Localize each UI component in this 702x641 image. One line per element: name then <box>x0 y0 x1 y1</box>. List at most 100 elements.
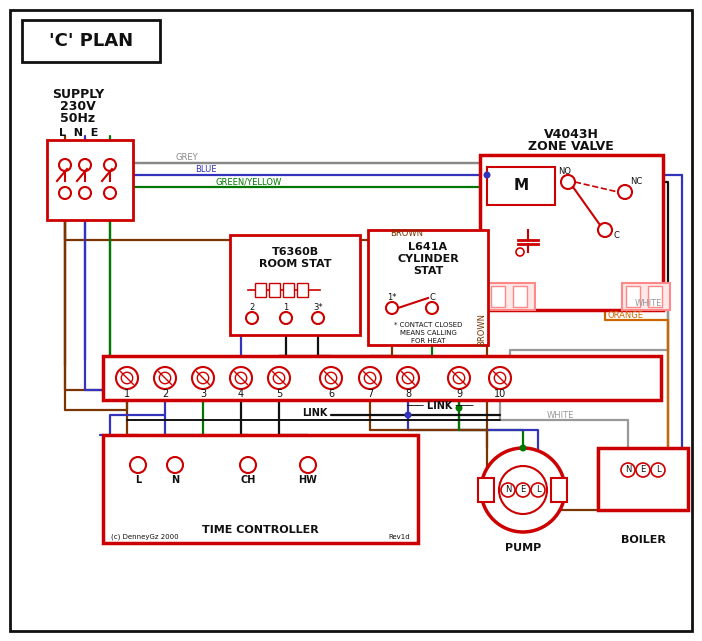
Text: TIME CONTROLLER: TIME CONTROLLER <box>201 525 319 535</box>
FancyBboxPatch shape <box>47 140 133 220</box>
Circle shape <box>235 372 246 384</box>
FancyBboxPatch shape <box>480 155 663 310</box>
Circle shape <box>484 172 491 178</box>
Text: N: N <box>505 485 511 494</box>
Text: 8: 8 <box>405 389 411 399</box>
FancyBboxPatch shape <box>648 286 662 307</box>
Circle shape <box>404 412 411 419</box>
FancyBboxPatch shape <box>513 286 527 307</box>
Text: 6: 6 <box>328 389 334 399</box>
Circle shape <box>598 223 612 237</box>
Text: 'C' PLAN: 'C' PLAN <box>49 32 133 50</box>
Circle shape <box>197 372 208 384</box>
Text: GREEN/YELLOW: GREEN/YELLOW <box>215 178 282 187</box>
Text: L: L <box>656 465 661 474</box>
Text: ZONE VALVE: ZONE VALVE <box>528 140 614 153</box>
Circle shape <box>167 457 183 473</box>
Text: PUMP: PUMP <box>505 543 541 553</box>
Circle shape <box>516 483 530 497</box>
Text: L641A: L641A <box>409 242 448 252</box>
Text: C: C <box>613 231 619 240</box>
Circle shape <box>230 367 252 389</box>
Text: 50Hz: 50Hz <box>60 113 95 126</box>
Circle shape <box>192 367 214 389</box>
FancyBboxPatch shape <box>487 283 535 310</box>
Text: L  N  E: L N E <box>59 128 99 138</box>
FancyBboxPatch shape <box>255 283 266 297</box>
Text: ROOM STAT: ROOM STAT <box>259 259 331 269</box>
Circle shape <box>531 483 545 497</box>
Circle shape <box>159 372 171 384</box>
Circle shape <box>300 457 316 473</box>
Circle shape <box>402 372 413 384</box>
FancyBboxPatch shape <box>230 235 360 335</box>
Text: BOILER: BOILER <box>621 535 665 545</box>
Circle shape <box>246 312 258 324</box>
Text: STAT: STAT <box>413 266 443 276</box>
Circle shape <box>280 312 292 324</box>
Text: N: N <box>171 475 179 485</box>
Text: MEANS CALLING: MEANS CALLING <box>399 330 456 336</box>
Circle shape <box>116 367 138 389</box>
Circle shape <box>104 159 116 171</box>
Text: NC: NC <box>630 178 642 187</box>
FancyBboxPatch shape <box>491 286 505 307</box>
Text: BLUE: BLUE <box>195 165 216 174</box>
Text: L: L <box>135 475 141 485</box>
Text: WHITE: WHITE <box>546 410 574 419</box>
FancyBboxPatch shape <box>10 10 692 631</box>
Text: ─── LINK ───: ─── LINK ─── <box>406 401 474 411</box>
Text: V4043H: V4043H <box>543 128 598 142</box>
FancyBboxPatch shape <box>598 448 688 510</box>
Circle shape <box>130 457 146 473</box>
Circle shape <box>104 187 116 199</box>
Text: WHITE: WHITE <box>635 299 663 308</box>
Circle shape <box>448 367 470 389</box>
Circle shape <box>325 372 337 384</box>
Text: 7: 7 <box>367 389 373 399</box>
Circle shape <box>481 448 565 532</box>
FancyBboxPatch shape <box>368 230 488 345</box>
Circle shape <box>636 463 650 477</box>
Text: SUPPLY: SUPPLY <box>52 88 104 101</box>
Circle shape <box>621 463 635 477</box>
Circle shape <box>79 159 91 171</box>
FancyBboxPatch shape <box>478 478 494 502</box>
FancyBboxPatch shape <box>283 283 294 297</box>
Circle shape <box>561 175 575 189</box>
Text: M: M <box>513 178 529 194</box>
Text: 2: 2 <box>249 303 255 313</box>
Text: NO: NO <box>559 167 571 176</box>
Text: BROWN: BROWN <box>477 313 486 347</box>
Text: BROWN: BROWN <box>390 228 423 238</box>
Circle shape <box>386 302 398 314</box>
Circle shape <box>516 248 524 256</box>
Text: 3*: 3* <box>313 303 323 313</box>
Circle shape <box>240 457 256 473</box>
Text: (c) DenneyGz 2000: (c) DenneyGz 2000 <box>111 534 178 540</box>
Circle shape <box>59 159 71 171</box>
Text: E: E <box>640 465 646 474</box>
Circle shape <box>651 463 665 477</box>
FancyBboxPatch shape <box>487 167 555 205</box>
Circle shape <box>519 444 526 451</box>
Circle shape <box>268 367 290 389</box>
Circle shape <box>312 312 324 324</box>
Text: 1: 1 <box>124 389 130 399</box>
Text: FOR HEAT: FOR HEAT <box>411 338 445 344</box>
Text: GREY: GREY <box>175 153 198 163</box>
Circle shape <box>494 372 505 384</box>
Circle shape <box>79 187 91 199</box>
Text: T6360B: T6360B <box>272 247 319 257</box>
Circle shape <box>489 367 511 389</box>
Circle shape <box>320 367 342 389</box>
Circle shape <box>154 367 176 389</box>
Circle shape <box>397 367 419 389</box>
Circle shape <box>59 187 71 199</box>
FancyBboxPatch shape <box>622 283 670 310</box>
FancyBboxPatch shape <box>103 356 661 400</box>
Circle shape <box>453 372 465 384</box>
Text: 1*: 1* <box>388 294 397 303</box>
Text: 230V: 230V <box>60 101 96 113</box>
FancyBboxPatch shape <box>551 478 567 502</box>
